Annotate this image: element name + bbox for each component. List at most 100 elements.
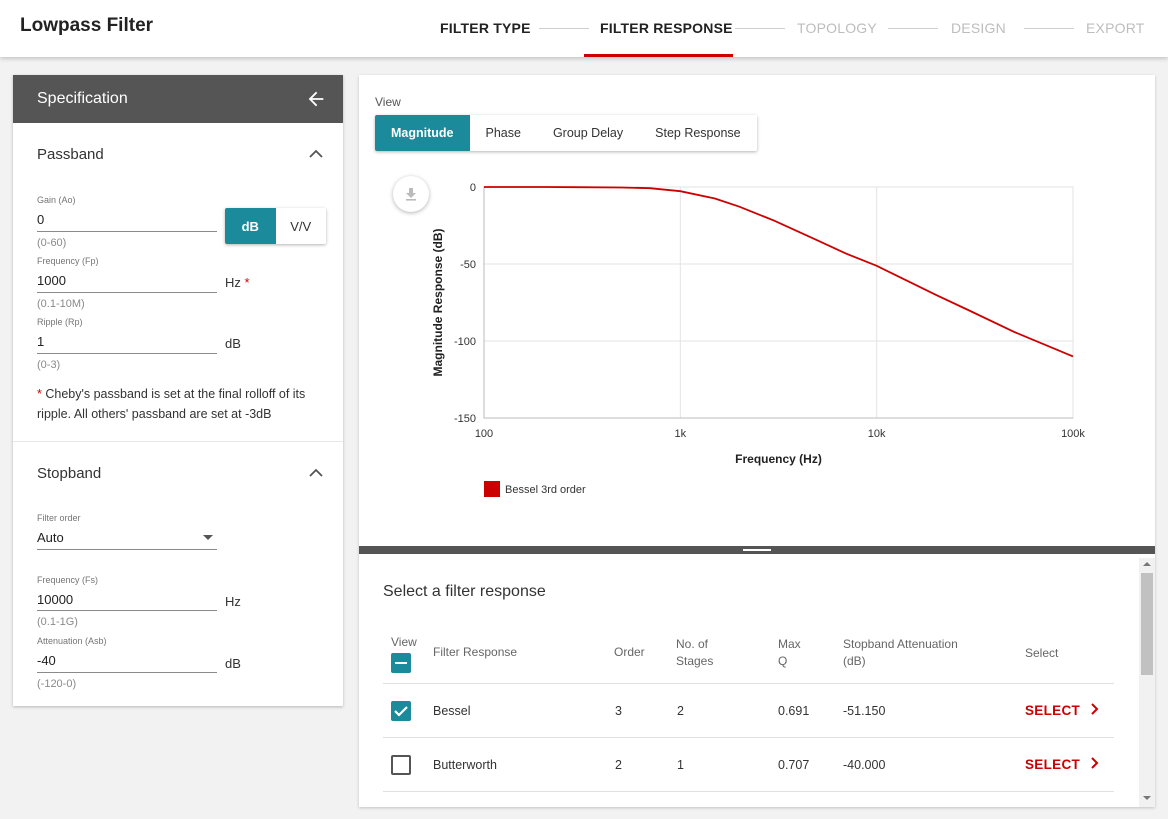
app-title: Lowpass Filter	[20, 15, 154, 36]
passband-frequency-hint: (0.1-10M)	[37, 298, 85, 310]
scroll-down-icon[interactable]	[1142, 795, 1152, 801]
step-connector	[735, 28, 785, 29]
chevron-up-icon[interactable]	[309, 468, 323, 478]
view-all-checkbox[interactable]	[391, 653, 411, 673]
header-stages: No. of Stages	[676, 637, 714, 668]
x-tick-label: 100k	[1061, 428, 1085, 440]
specification-header: Specification	[13, 75, 343, 123]
select-button[interactable]: SELECT	[1025, 703, 1100, 718]
y-tick-label: 0	[470, 182, 476, 194]
y-axis-label: Magnitude Response (dB)	[431, 228, 445, 376]
attenuation-unit: dB	[225, 656, 241, 671]
download-button[interactable]	[393, 176, 429, 212]
attenuation-underline	[37, 672, 217, 673]
row-order: 2	[615, 758, 622, 772]
results-panel: View Magnitude Phase Group Delay Step Re…	[359, 75, 1155, 807]
header-order: Order	[614, 645, 645, 659]
chevron-right-icon	[1091, 757, 1099, 769]
ripple-underline	[37, 353, 217, 354]
specification-panel: Specification Passband Gain (Ao) 0 (0-60…	[13, 75, 343, 706]
chevron-up-icon[interactable]	[309, 149, 323, 159]
view-label: View	[375, 95, 401, 109]
check-icon	[394, 706, 408, 717]
row-max-q: 0.707	[778, 758, 810, 772]
gain-label: Gain (Ao)	[37, 195, 76, 205]
step-topology[interactable]: TOPOLOGY	[797, 20, 877, 36]
series-line-bessel	[484, 186, 1074, 358]
gain-underline	[37, 231, 217, 232]
step-connector	[1024, 28, 1074, 29]
passband-frequency-label: Frequency (Fp)	[37, 256, 99, 266]
header-select: Select	[1025, 646, 1059, 660]
gain-hint: (0-60)	[37, 237, 67, 249]
stopband-title: Stopband	[37, 465, 102, 482]
top-bar: Lowpass Filter FILTER TYPE FILTER RESPON…	[0, 0, 1168, 57]
header-view: View	[391, 635, 417, 649]
ripple-label: Ripple (Rp)	[37, 317, 83, 327]
step-design[interactable]: DESIGN	[951, 20, 1006, 36]
scrollbar-thumb[interactable]	[1141, 573, 1153, 675]
row-attenuation: -51.150	[843, 704, 886, 718]
tab-group-delay[interactable]: Group Delay	[536, 115, 640, 151]
vv-option[interactable]: V/V	[275, 208, 326, 244]
row-max-q: 0.691	[778, 704, 810, 718]
filter-order-label: Filter order	[37, 513, 81, 523]
passband-note: * Cheby's passband is set at the final r…	[37, 387, 306, 421]
dropdown-arrow-icon[interactable]	[203, 535, 213, 540]
select-label: SELECT	[1025, 757, 1081, 772]
db-option[interactable]: dB	[225, 208, 276, 244]
header-filter-response: Filter Response	[433, 645, 518, 659]
legend-label: Bessel 3rd order	[505, 484, 586, 496]
minus-icon	[395, 662, 407, 664]
stopband-frequency-unit: Hz	[225, 594, 241, 609]
tab-magnitude[interactable]: Magnitude	[375, 115, 470, 151]
passband-frequency-input[interactable]: 1000	[37, 273, 66, 288]
row-divider	[383, 791, 1114, 792]
row-stages: 1	[677, 758, 684, 772]
specification-title: Specification	[37, 90, 128, 107]
row-divider	[383, 737, 1114, 738]
gain-input[interactable]: 0	[37, 212, 45, 227]
passband-frequency-underline	[37, 292, 217, 293]
x-tick-label: 10k	[868, 428, 886, 440]
row-order: 3	[615, 704, 622, 718]
passband-frequency-unit: Hz *	[225, 275, 250, 290]
tab-step-response[interactable]: Step Response	[639, 115, 757, 151]
scroll-up-icon[interactable]	[1142, 561, 1152, 567]
attenuation-hint: (-120-0)	[37, 678, 77, 690]
stopband-frequency-underline	[37, 610, 217, 611]
view-tabs: Magnitude Phase Group Delay Step Respons…	[375, 115, 757, 151]
stopband-frequency-hint: (0.1-1G)	[37, 616, 78, 628]
x-axis-label: Frequency (Hz)	[735, 452, 822, 466]
stopband-frequency-label: Frequency (Fs)	[37, 575, 99, 585]
select-button[interactable]: SELECT	[1025, 757, 1100, 772]
tab-phase[interactable]: Phase	[469, 115, 537, 151]
y-tick-label: -150	[454, 413, 476, 425]
attenuation-label: Attenuation (Asb)	[37, 636, 107, 646]
ripple-hint: (0-3)	[37, 359, 61, 371]
plot-area	[483, 186, 1074, 419]
x-tick-label: 1k	[675, 428, 687, 440]
row-filter-response: Butterworth	[433, 758, 497, 772]
splitter-grip[interactable]	[743, 549, 771, 551]
attenuation-input[interactable]: -40	[37, 653, 56, 668]
row-checkbox[interactable]	[391, 755, 411, 775]
x-tick-label: 100	[475, 428, 493, 440]
arrow-left-icon[interactable]	[305, 88, 327, 110]
legend-swatch	[484, 481, 500, 497]
header-max-q: Max Q	[778, 637, 801, 668]
header-stopband-attenuation: Stopband Attenuation (dB)	[843, 637, 958, 668]
table-title: Select a filter response	[383, 583, 546, 600]
step-connector	[888, 28, 938, 29]
step-filter-type[interactable]: FILTER TYPE	[440, 20, 531, 36]
stopband-frequency-input[interactable]: 10000	[37, 592, 74, 607]
row-stages: 2	[677, 704, 684, 718]
filter-order-select[interactable]: Auto	[37, 530, 64, 545]
section-divider	[13, 441, 343, 442]
step-export[interactable]: EXPORT	[1086, 20, 1145, 36]
row-checkbox[interactable]	[391, 701, 411, 721]
y-tick-label: -100	[454, 336, 476, 348]
ripple-input[interactable]: 1	[37, 334, 45, 349]
step-filter-response[interactable]: FILTER RESPONSE	[600, 20, 733, 36]
gain-unit-toggle[interactable]: dB V/V	[225, 208, 326, 244]
